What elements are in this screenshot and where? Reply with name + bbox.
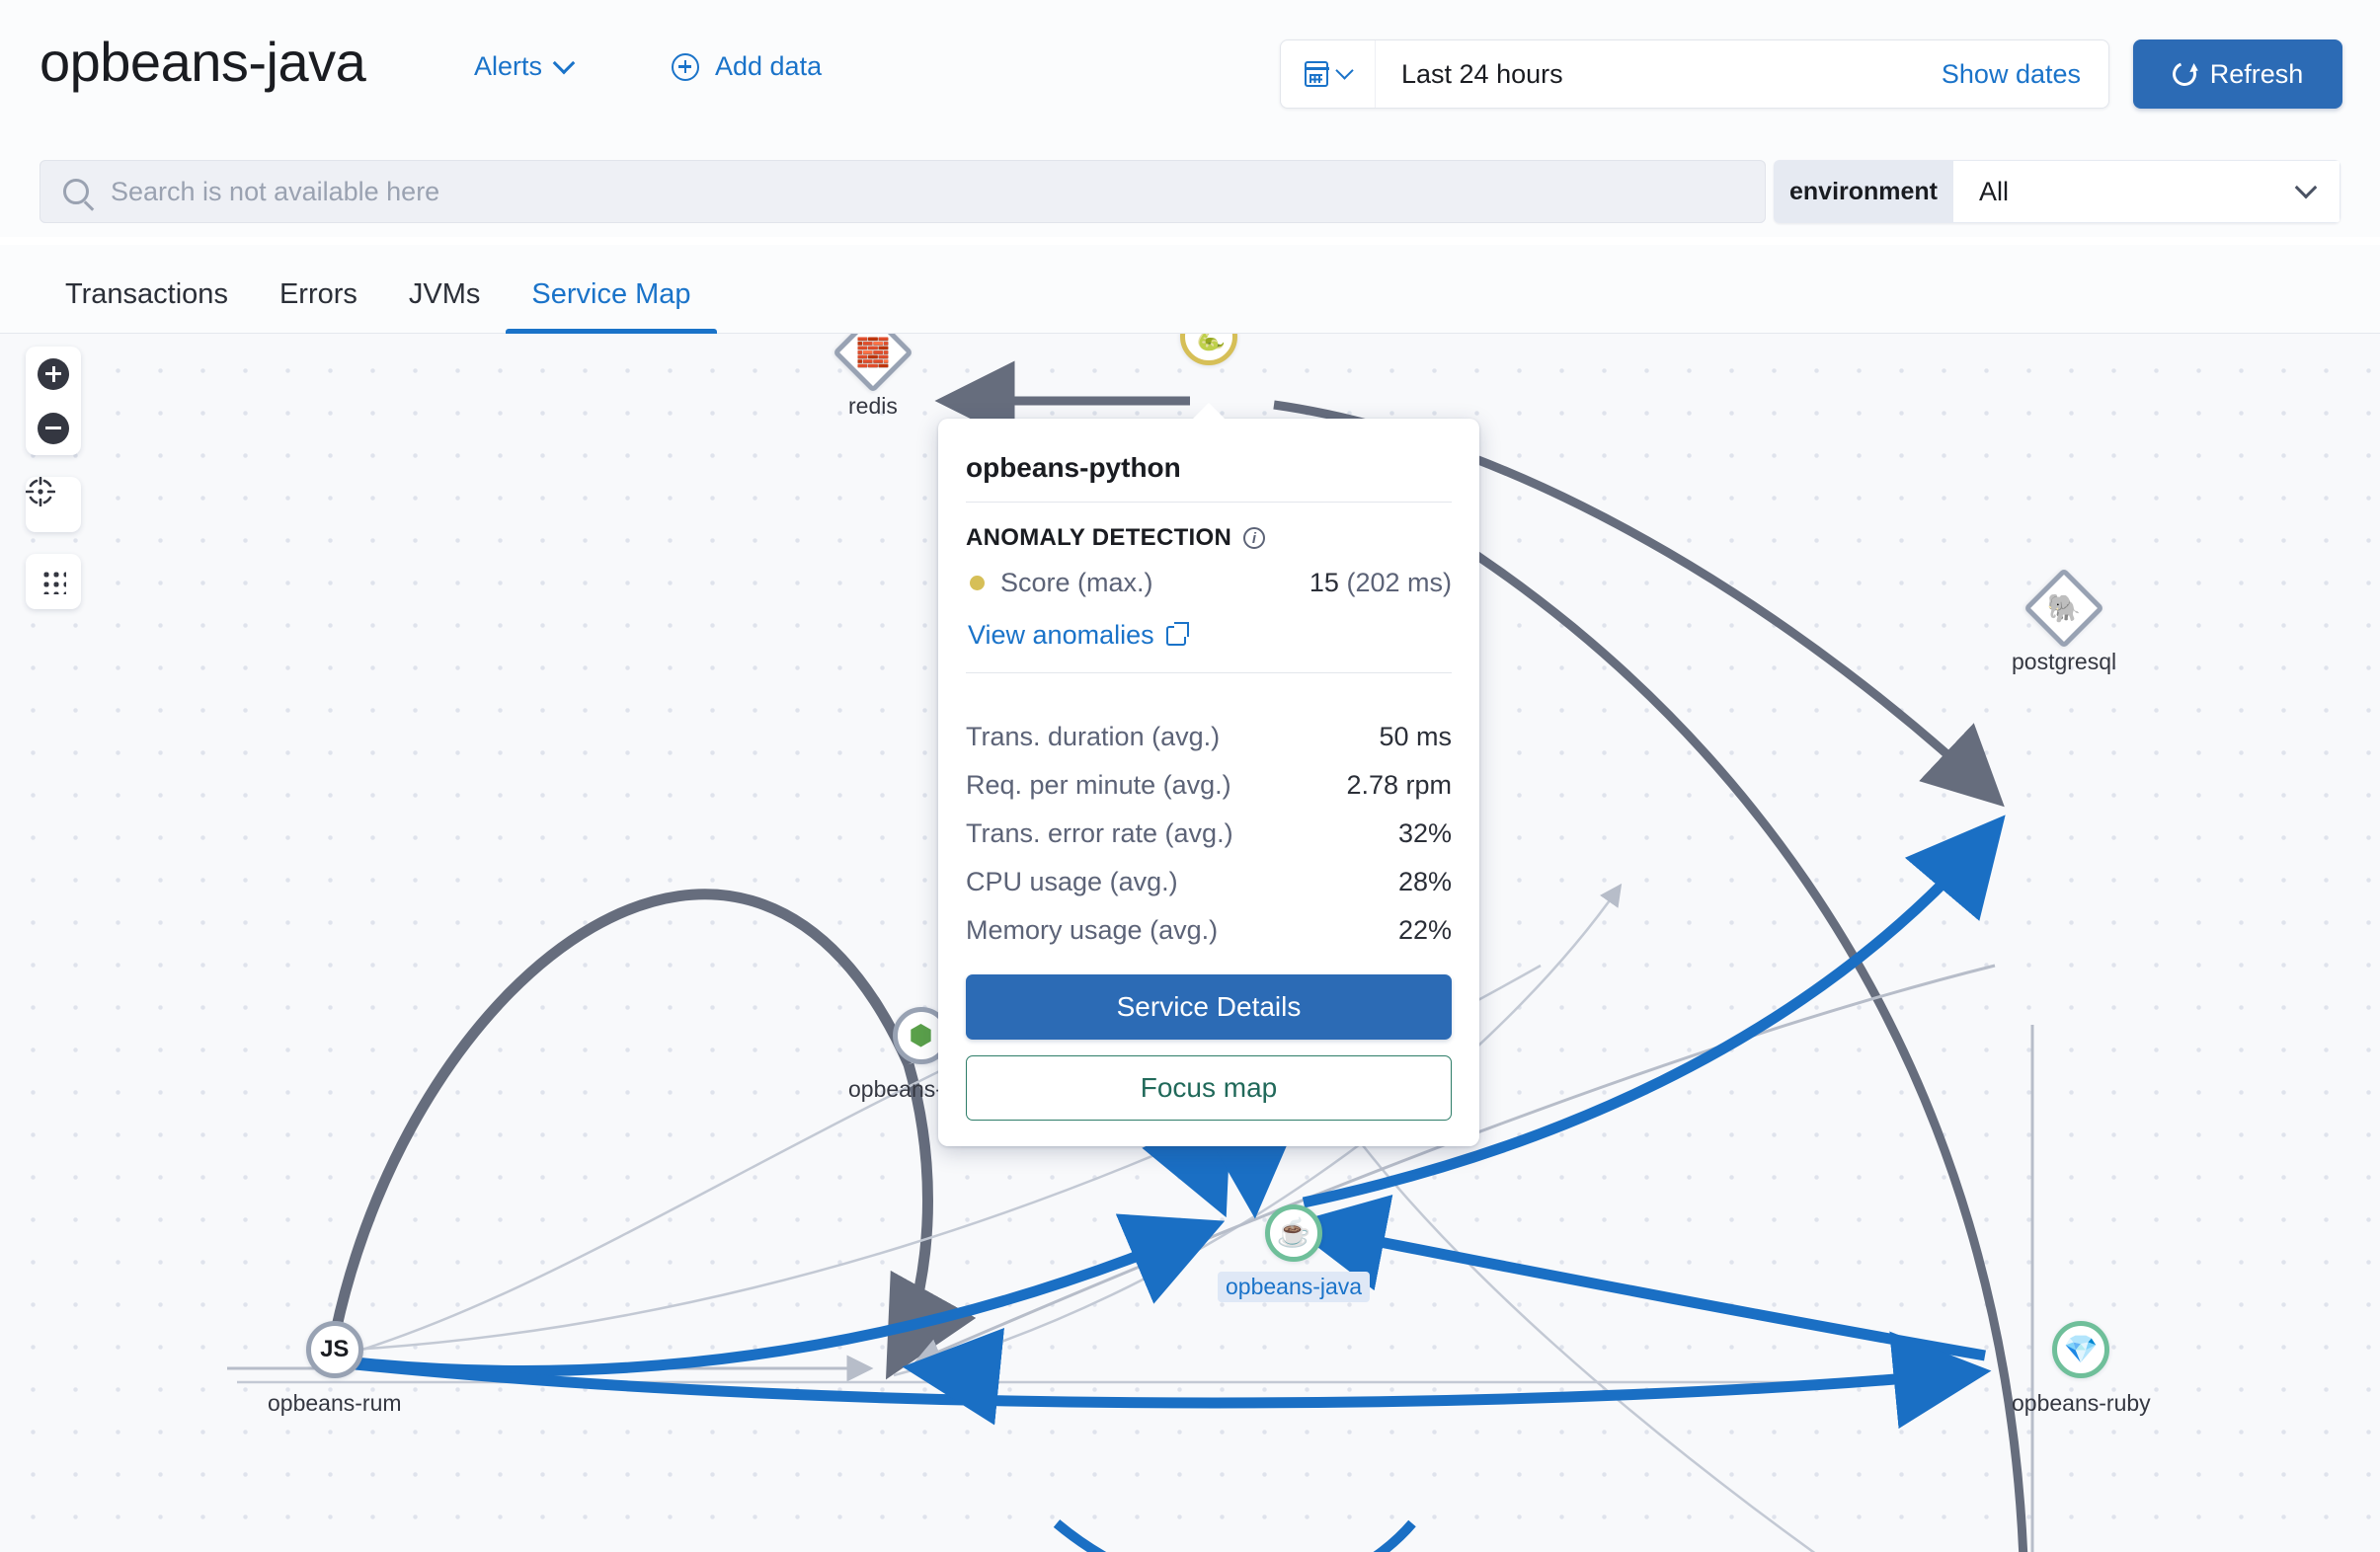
tab-errors[interactable]: Errors xyxy=(278,278,357,310)
metric-label: Req. per minute (avg.) xyxy=(966,770,1231,800)
anomaly-score-detail: (202 ms) xyxy=(1346,568,1452,597)
date-range-input[interactable]: Last 24 hours xyxy=(1401,58,1563,89)
environment-label: environment xyxy=(1774,160,1953,223)
minus-icon xyxy=(38,412,69,444)
calendar-icon xyxy=(1304,61,1329,87)
environment-selected-value: All xyxy=(1979,176,2010,206)
rum-node-shape: JS xyxy=(305,1321,363,1378)
add-data-label: Add data xyxy=(715,51,823,81)
metric-row: CPU usage (avg.) 28% xyxy=(966,858,1452,906)
center-map-target[interactable] xyxy=(26,477,81,531)
tab-service-map[interactable]: Service Map xyxy=(506,278,717,334)
metrics-list: Trans. duration (avg.) 50 ms Req. per mi… xyxy=(966,695,1452,955)
service-node-opbeans-python[interactable]: 🐍 xyxy=(1180,334,1237,365)
refresh-button[interactable]: Refresh xyxy=(2133,39,2342,109)
environment-filter[interactable]: environment All xyxy=(1774,160,2340,223)
metric-value: 28% xyxy=(1397,867,1452,896)
metric-label: CPU usage (avg.) xyxy=(966,867,1178,896)
service-node-postgresql[interactable]: 🐘 postgresql xyxy=(2004,567,2124,677)
info-icon[interactable]: i xyxy=(1243,527,1266,549)
metric-label: Memory usage (avg.) xyxy=(966,915,1219,945)
anomaly-score-value: 15 xyxy=(1309,568,1339,597)
metric-value: 22% xyxy=(1397,915,1452,945)
calendar-quick-select-button[interactable] xyxy=(1281,40,1376,108)
show-dates-button[interactable]: Show dates xyxy=(1941,58,2081,89)
plus-circle-icon xyxy=(672,52,699,81)
anomaly-detection-heading: ANOMALY DETECTION i xyxy=(966,524,1452,552)
page-title: opbeans-java xyxy=(40,31,366,93)
search-row: Search is not available here environment… xyxy=(0,146,2380,237)
service-node-label-redis: redis xyxy=(848,393,898,419)
metric-value: 32% xyxy=(1397,818,1452,848)
java-node-shape: ☕ xyxy=(1265,1204,1323,1262)
add-data-button[interactable]: Add data xyxy=(672,51,822,82)
metric-label: Trans. duration (avg.) xyxy=(966,722,1221,751)
tab-bar: Transactions Errors JVMs Service Map xyxy=(0,245,2380,334)
plus-icon xyxy=(38,357,69,390)
severity-indicator-dot xyxy=(970,576,985,590)
anomaly-detection-label: ANOMALY DETECTION xyxy=(966,524,1232,551)
alerts-label: Alerts xyxy=(474,51,543,81)
date-picker[interactable]: Last 24 hours Show dates xyxy=(1280,39,2109,109)
view-anomalies-label: View anomalies xyxy=(968,620,1154,650)
metric-row: Req. per minute (avg.) 2.78 rpm xyxy=(966,761,1452,810)
refresh-label: Refresh xyxy=(2209,58,2304,89)
chevron-down-icon xyxy=(1335,61,1354,80)
ruby-icon: 💎 xyxy=(2063,1334,2099,1364)
anomaly-score-label: Score (max.) xyxy=(1000,568,1153,597)
grid-dots-icon xyxy=(40,568,66,594)
nodejs-icon: ⬢ xyxy=(909,1020,933,1050)
zoom-out-button[interactable] xyxy=(26,401,81,455)
tab-jvms[interactable]: JVMs xyxy=(408,278,481,310)
anomaly-score-row: Score (max.) 15 (202 ms) xyxy=(966,566,1452,604)
focus-map-button[interactable]: Focus map xyxy=(966,1055,1452,1121)
search-input[interactable]: Search is not available here xyxy=(40,160,1766,223)
search-placeholder: Search is not available here xyxy=(111,176,440,206)
metric-label: Trans. error rate (avg.) xyxy=(966,818,1233,848)
metric-row: Trans. duration (avg.) 50 ms xyxy=(966,713,1452,761)
external-link-icon xyxy=(1165,621,1189,646)
refresh-icon xyxy=(2168,58,2200,90)
java-icon: ☕ xyxy=(1276,1217,1311,1248)
python-icon: 🐍 xyxy=(1191,334,1227,351)
top-bar: opbeans-java Alerts Add data Last 24 hou… xyxy=(0,0,2380,146)
zoom-controls xyxy=(26,347,81,455)
center-map-button[interactable] xyxy=(26,477,81,532)
crosshair-icon xyxy=(26,477,55,506)
service-node-label-postgresql: postgresql xyxy=(2012,649,2117,674)
grid-layout-target[interactable] xyxy=(26,554,81,608)
service-node-label-opbeans-ruby: opbeans-ruby xyxy=(2012,1390,2151,1416)
service-node-opbeans-java[interactable]: ☕ opbeans-java xyxy=(1218,1204,1371,1302)
redis-node-shape: 🧱 xyxy=(832,334,913,394)
js-icon: JS xyxy=(320,1336,350,1362)
python-node-shape: 🐍 xyxy=(1180,334,1237,365)
service-popover: opbeans-python ANOMALY DETECTION i Score… xyxy=(938,403,1479,1146)
environment-select[interactable]: All xyxy=(1953,160,2340,223)
service-details-button[interactable]: Service Details xyxy=(966,974,1452,1040)
search-icon xyxy=(63,179,89,204)
alerts-button[interactable]: Alerts xyxy=(474,51,576,82)
service-node-label-opbeans-java: opbeans-java xyxy=(1218,1272,1371,1302)
service-node-label-opbeans-rum: opbeans-rum xyxy=(268,1390,402,1416)
chevron-down-icon xyxy=(2294,176,2318,199)
popover-divider xyxy=(966,502,1452,503)
redis-icon: 🧱 xyxy=(855,337,891,367)
chevron-down-icon xyxy=(552,51,576,74)
metric-value: 50 ms xyxy=(1379,722,1452,751)
popover-title: opbeans-python xyxy=(966,452,1181,483)
service-node-opbeans-rum[interactable]: JS opbeans-rum xyxy=(260,1321,410,1419)
postgresql-node-shape: 🐘 xyxy=(2023,567,2105,650)
service-node-opbeans-ruby[interactable]: 💎 opbeans-ruby xyxy=(2004,1321,2159,1419)
metric-row: Trans. error rate (avg.) 32% xyxy=(966,810,1452,858)
service-node-redis[interactable]: 🧱 redis xyxy=(832,334,913,422)
metric-row: Memory usage (avg.) 22% xyxy=(966,906,1452,955)
postgresql-icon: 🐘 xyxy=(2046,592,2082,623)
popover-divider-2 xyxy=(966,672,1452,673)
ruby-node-shape: 💎 xyxy=(2052,1321,2110,1378)
view-anomalies-link[interactable]: View anomalies xyxy=(966,604,1452,672)
tab-transactions[interactable]: Transactions xyxy=(65,278,228,310)
metric-value: 2.78 rpm xyxy=(1346,770,1452,800)
zoom-in-button[interactable] xyxy=(26,347,81,401)
grid-layout-button[interactable] xyxy=(26,554,81,609)
